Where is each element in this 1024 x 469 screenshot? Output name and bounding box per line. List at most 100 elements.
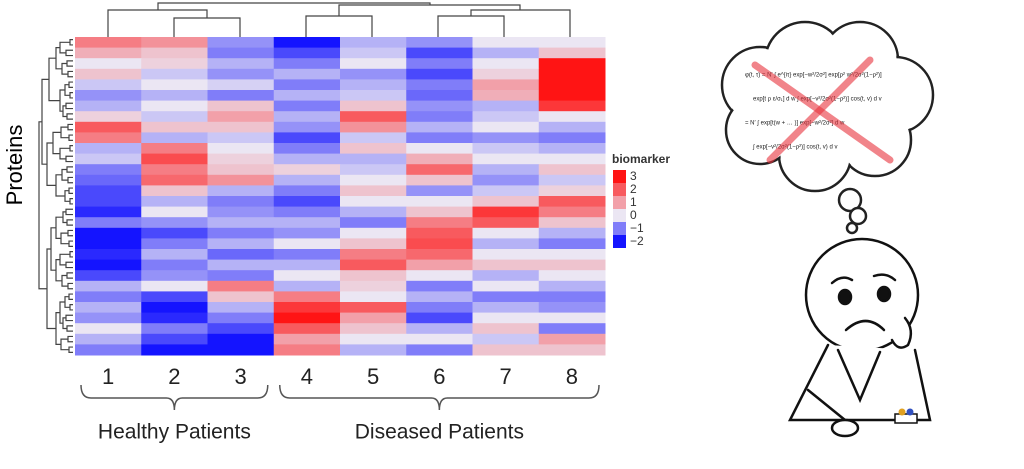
cell bbox=[273, 333, 341, 345]
cell bbox=[406, 217, 473, 229]
cell bbox=[340, 37, 407, 49]
cell bbox=[340, 227, 407, 239]
hand-chin bbox=[890, 316, 913, 349]
cell bbox=[406, 90, 473, 102]
cell bbox=[472, 68, 540, 80]
cell bbox=[472, 164, 540, 176]
cell bbox=[207, 79, 275, 91]
cell bbox=[538, 196, 606, 208]
cell bbox=[273, 270, 341, 282]
cell bbox=[340, 153, 407, 165]
cell bbox=[538, 249, 606, 261]
cell bbox=[75, 58, 142, 70]
cell bbox=[538, 227, 606, 239]
dendro-branch bbox=[305, 15, 373, 37]
cell bbox=[406, 280, 473, 292]
cell bbox=[406, 100, 473, 112]
cell bbox=[273, 164, 341, 176]
cell bbox=[207, 227, 275, 239]
cell bbox=[472, 344, 540, 356]
cell bbox=[340, 121, 407, 133]
x-tick-label: 2 bbox=[168, 364, 180, 389]
cell bbox=[141, 143, 208, 155]
cell bbox=[340, 270, 407, 282]
cell bbox=[75, 227, 142, 239]
cell bbox=[207, 68, 275, 80]
cell bbox=[273, 143, 341, 155]
cell bbox=[141, 90, 208, 102]
cell bbox=[538, 270, 606, 282]
cell bbox=[472, 58, 540, 70]
pocket bbox=[894, 413, 918, 424]
cell bbox=[472, 206, 540, 218]
cell bbox=[141, 238, 208, 250]
heatmap bbox=[75, 37, 606, 356]
cell bbox=[538, 79, 606, 91]
cell bbox=[538, 206, 606, 218]
cell bbox=[75, 280, 142, 292]
dendro-branch bbox=[470, 9, 571, 37]
cell bbox=[538, 344, 606, 356]
dendro-branch bbox=[157, 2, 431, 10]
cell bbox=[472, 323, 540, 335]
cell bbox=[141, 344, 208, 356]
dendro-branch bbox=[66, 272, 73, 279]
cell bbox=[141, 196, 208, 208]
cell bbox=[472, 153, 540, 165]
cell bbox=[273, 185, 341, 197]
cell bbox=[472, 291, 540, 303]
cell bbox=[75, 111, 142, 123]
cell bbox=[340, 206, 407, 218]
legend-swatch bbox=[613, 235, 626, 248]
x-tick-label: 4 bbox=[301, 364, 313, 389]
cell bbox=[273, 206, 341, 218]
cell bbox=[406, 227, 473, 239]
cell bbox=[538, 333, 606, 345]
dendro-branch bbox=[68, 134, 73, 141]
legend-label: 1 bbox=[630, 195, 637, 209]
cell bbox=[472, 100, 540, 112]
dendro-branch bbox=[173, 17, 241, 37]
eye bbox=[876, 285, 892, 303]
cell bbox=[273, 100, 341, 112]
cell bbox=[340, 259, 407, 271]
cross-out bbox=[751, 56, 894, 164]
legend-title: biomarker bbox=[612, 152, 670, 166]
cell bbox=[538, 121, 606, 133]
x-tick-label: 3 bbox=[235, 364, 247, 389]
dendro-branch bbox=[65, 208, 73, 216]
cell bbox=[141, 280, 208, 292]
dendro-branch bbox=[66, 219, 73, 226]
cell bbox=[207, 143, 275, 155]
cell bbox=[406, 132, 473, 144]
cell bbox=[273, 291, 341, 303]
cell bbox=[141, 37, 208, 49]
cell bbox=[75, 196, 142, 208]
cell bbox=[340, 302, 407, 314]
cell bbox=[538, 280, 606, 292]
cell bbox=[141, 79, 208, 91]
formula: φ(t, τ) = N′ ∫ e^{iτ} exp[−w²/2σ²] exp[ρ… bbox=[745, 72, 882, 151]
cell bbox=[472, 302, 540, 314]
legend-swatch bbox=[613, 170, 626, 183]
legend-label: 0 bbox=[630, 208, 637, 222]
cell bbox=[207, 58, 275, 70]
labels: 1 2 3 4 5 6 7 8 Healthy Patients Diseased Patient… bbox=[80, 364, 600, 444]
cell bbox=[207, 206, 275, 218]
pen bbox=[906, 408, 914, 416]
cell bbox=[75, 100, 142, 112]
cell bbox=[538, 312, 606, 324]
cell bbox=[406, 153, 473, 165]
cell bbox=[472, 121, 540, 133]
cell bbox=[406, 238, 473, 250]
cell bbox=[340, 174, 407, 186]
cell bbox=[273, 132, 341, 144]
mouth bbox=[844, 319, 886, 332]
dendro-branch bbox=[69, 92, 73, 99]
cell bbox=[472, 79, 540, 91]
cell bbox=[340, 58, 407, 70]
cell bbox=[472, 185, 540, 197]
cell bbox=[207, 238, 275, 250]
cell bbox=[75, 259, 142, 271]
